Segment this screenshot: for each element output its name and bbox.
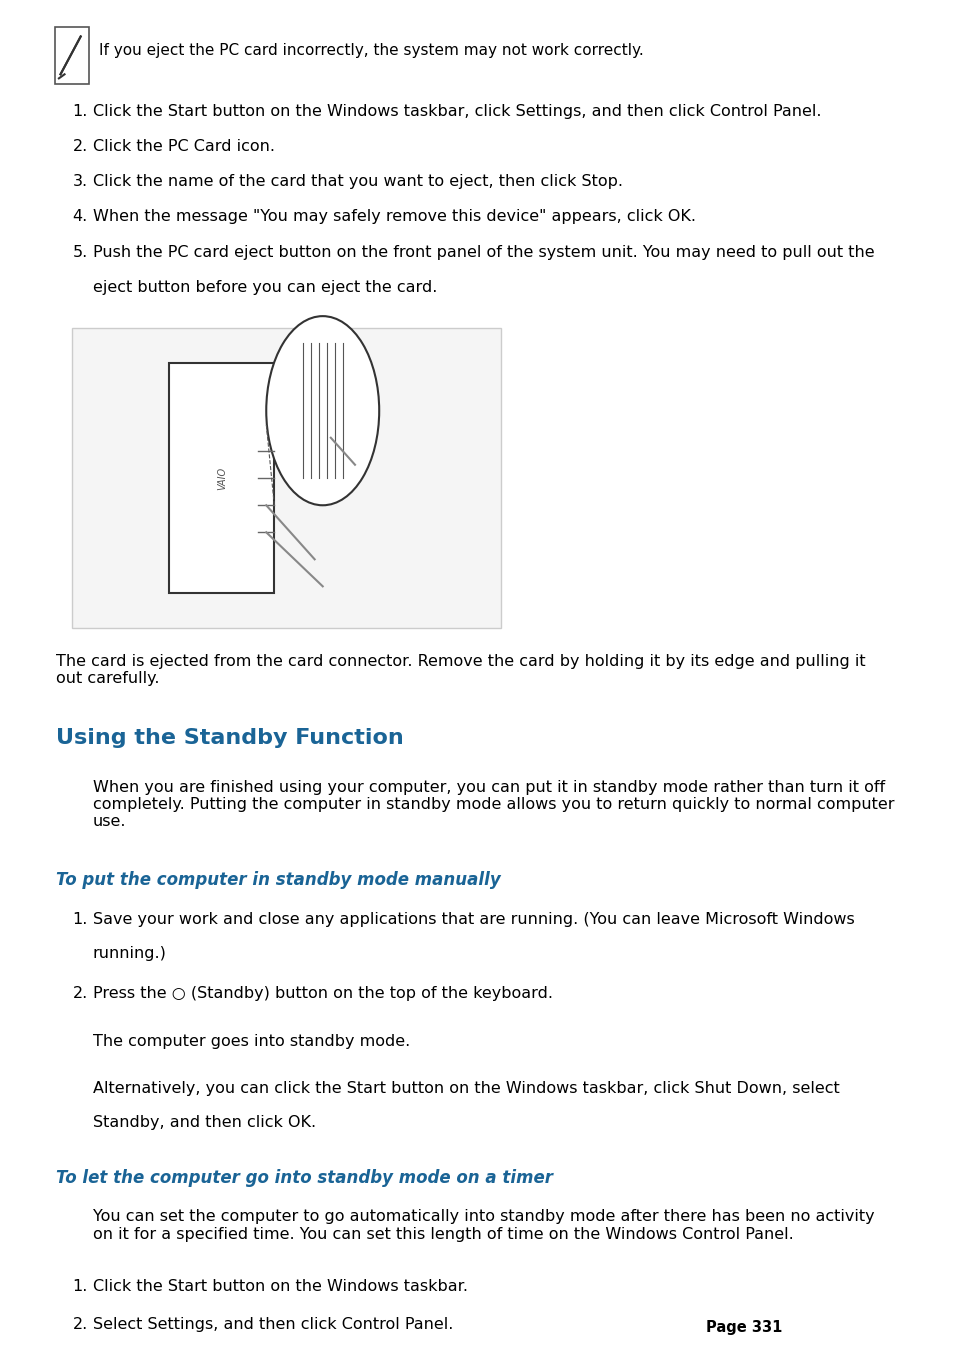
Text: 5.: 5. [72,245,88,259]
Text: When you are finished using your computer, you can put it in standby mode rather: When you are finished using your compute… [92,780,893,830]
Text: Save your work and close any applications that are running. (You can leave Micro: Save your work and close any application… [92,912,854,927]
Text: If you eject the PC card incorrectly, the system may not work correctly.: If you eject the PC card incorrectly, th… [99,43,643,58]
Text: 1.: 1. [72,104,88,119]
Text: Click the name of the card that you want to eject, then click Stop.: Click the name of the card that you want… [92,174,622,189]
Text: 4.: 4. [72,209,88,224]
Text: Standby, and then click OK.: Standby, and then click OK. [92,1115,315,1129]
Text: Using the Standby Function: Using the Standby Function [56,728,404,748]
Text: Alternatively, you can click the Start button on the Windows taskbar, click Shut: Alternatively, you can click the Start b… [92,1081,839,1096]
Text: You can set the computer to go automatically into standby mode after there has b: You can set the computer to go automatic… [92,1209,874,1242]
Text: 2.: 2. [72,139,88,154]
Text: 1.: 1. [72,912,88,927]
Text: When the message "You may safely remove this device" appears, click OK.: When the message "You may safely remove … [92,209,695,224]
Text: VAIO: VAIO [216,466,227,490]
Text: 2.: 2. [72,986,88,1001]
Text: To put the computer in standby mode manually: To put the computer in standby mode manu… [56,871,500,889]
Text: Page 331: Page 331 [705,1320,781,1335]
Text: Click the PC Card icon.: Click the PC Card icon. [92,139,274,154]
Text: eject button before you can eject the card.: eject button before you can eject the ca… [92,280,436,295]
Text: 2.: 2. [72,1317,88,1332]
Text: The card is ejected from the card connector. Remove the card by holding it by it: The card is ejected from the card connec… [56,654,865,686]
FancyBboxPatch shape [55,27,89,84]
Text: Press the ○ (Standby) button on the top of the keyboard.: Press the ○ (Standby) button on the top … [92,986,552,1001]
Text: Click the Start button on the Windows taskbar.: Click the Start button on the Windows ta… [92,1279,467,1294]
Text: Click the Start button on the Windows taskbar, click Settings, and then click Co: Click the Start button on the Windows ta… [92,104,821,119]
Circle shape [266,316,378,505]
Text: The computer goes into standby mode.: The computer goes into standby mode. [92,1034,410,1048]
Text: Select Settings, and then click Control Panel.: Select Settings, and then click Control … [92,1317,453,1332]
Text: To let the computer go into standby mode on a timer: To let the computer go into standby mode… [56,1169,553,1186]
Text: 1.: 1. [72,1279,88,1294]
Bar [170,363,274,593]
FancyBboxPatch shape [71,328,500,628]
Text: Push the PC card eject button on the front panel of the system unit. You may nee: Push the PC card eject button on the fro… [92,245,874,259]
Text: 3.: 3. [72,174,88,189]
Text: running.): running.) [92,946,167,961]
